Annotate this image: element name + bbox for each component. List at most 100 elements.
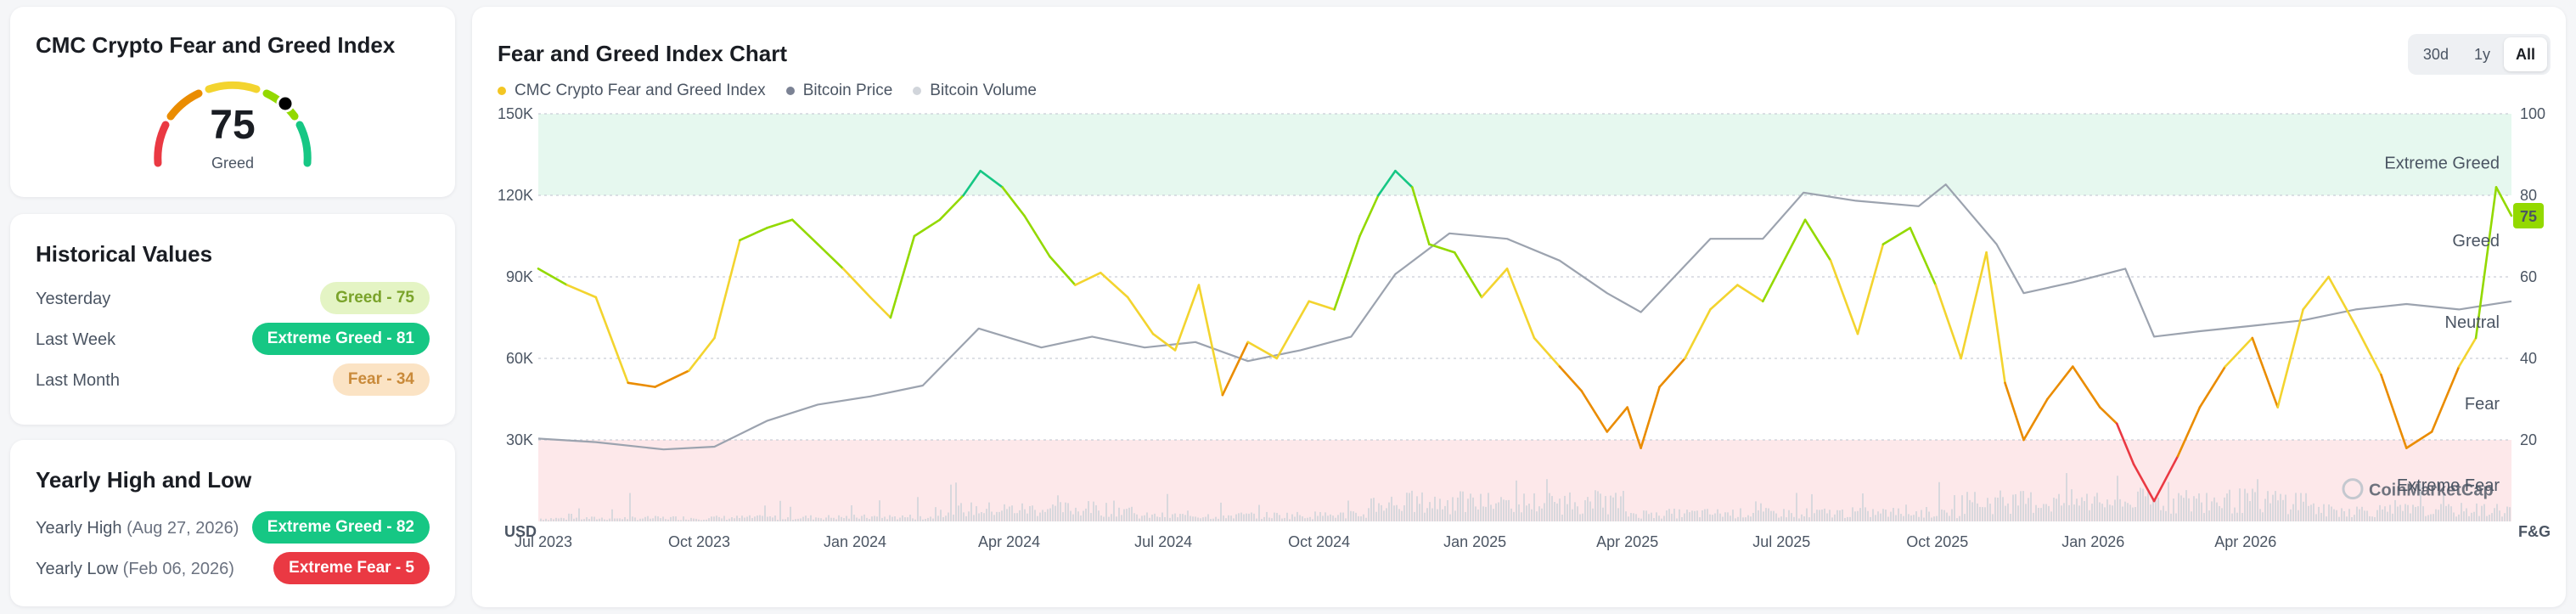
volume-bar: [614, 518, 616, 521]
volume-bar: [1824, 508, 1825, 521]
volume-bar: [2010, 514, 2011, 521]
volume-bar: [2382, 509, 2383, 521]
volume-bar: [1663, 515, 1665, 521]
fear-greed-line-segment: [938, 194, 965, 222]
volume-bar: [2104, 507, 2106, 521]
volume-bar: [578, 508, 580, 521]
volume-bar: [1740, 508, 1741, 521]
fear-greed-line-segment: [1453, 251, 1483, 299]
volume-bar: [1903, 515, 1904, 521]
volume-bar: [1302, 516, 1303, 521]
volume-bar: [1852, 507, 1853, 521]
volume-bar: [2005, 505, 2006, 521]
volume-bar: [2101, 504, 2103, 521]
fear-greed-line-segment: [1533, 336, 1561, 368]
volume-bar: [1887, 516, 1889, 521]
volume-bar: [1732, 510, 1734, 521]
volume-bar: [1004, 504, 1005, 521]
coinmarketcap-logo-icon: [2342, 478, 2364, 500]
volume-bar: [983, 513, 985, 521]
volume-bar: [1373, 498, 1375, 521]
x-axis-tick-label: Jan 2024: [824, 533, 886, 550]
volume-bar: [1691, 510, 1693, 521]
fear-greed-line-segment: [2004, 381, 2025, 442]
legend-item-fear-greed[interactable]: CMC Crypto Fear and Greed Index: [498, 82, 766, 100]
volume-bar: [1495, 503, 1497, 521]
volume-bar: [970, 502, 972, 521]
volume-bar: [1533, 493, 1535, 521]
volume-bar: [1442, 509, 1443, 521]
volume-bar: [968, 511, 970, 521]
volume-bar: [2354, 515, 2355, 521]
volume-bar: [1062, 512, 1064, 521]
fear-greed-line-segment: [2457, 336, 2478, 368]
volume-bar: [1370, 498, 1372, 521]
volume-bar: [2433, 514, 2434, 521]
volume-bar: [1885, 510, 1887, 521]
range-button-30d[interactable]: 30d: [2422, 46, 2449, 63]
volume-bar: [1187, 510, 1189, 521]
volume-bar: [1745, 517, 1746, 521]
fear-greed-line-segment: [1308, 300, 1336, 311]
legend-item-bitcoin-volume[interactable]: Bitcoin Volume: [913, 82, 1037, 100]
volume-bar: [1516, 480, 1517, 521]
volume-bar: [1617, 508, 1619, 521]
volume-bar: [2326, 516, 2327, 521]
x-axis-tick-label: Oct 2023: [668, 533, 730, 550]
volume-bar: [721, 518, 723, 521]
fear-greed-line-segment: [1909, 227, 1938, 286]
fear-greed-line-segment: [1197, 284, 1224, 397]
volume-bar: [1340, 512, 1341, 521]
volume-bar: [2219, 505, 2220, 521]
volume-bar: [2165, 510, 2167, 521]
volume-bar: [1694, 510, 1696, 521]
volume-bar: [2501, 516, 2503, 521]
volume-bar: [1679, 509, 1680, 521]
volume-bar: [1969, 499, 1971, 521]
fear-greed-line-segment: [2276, 308, 2304, 408]
legend-item-bitcoin-price[interactable]: Bitcoin Price: [785, 82, 892, 100]
volume-bar: [545, 518, 547, 521]
yearly-high-low-title: Yearly High and Low: [36, 467, 252, 493]
volume-bar: [1597, 491, 1599, 521]
volume-bar: [1612, 497, 1614, 521]
volume-bar: [1979, 506, 1981, 521]
fear-greed-line-segment: [1049, 255, 1077, 286]
volume-bar: [1742, 517, 1744, 521]
legend-dot-icon: [785, 87, 795, 95]
fear-greed-line-segment: [1411, 186, 1431, 245]
volume-bar: [655, 515, 656, 521]
volume-bar: [1332, 515, 1334, 521]
volume-bar: [2455, 516, 2457, 521]
volume-bar: [2252, 488, 2253, 521]
volume-bar: [1513, 511, 1515, 521]
volume-bar: [1032, 505, 1033, 521]
volume-bar: [1801, 514, 1803, 521]
volume-bar: [2430, 514, 2432, 521]
volume-bar: [698, 519, 700, 521]
volume-bar: [2043, 504, 2044, 521]
volume-bar: [904, 517, 906, 521]
volume-bar: [1358, 515, 1359, 521]
volume-bar: [2076, 499, 2078, 521]
volume-bar: [751, 517, 753, 521]
volume-bar: [2374, 516, 2376, 521]
volume-bar: [1330, 514, 1331, 521]
volume-bar: [945, 515, 947, 521]
volume-bar: [1093, 501, 1094, 521]
y-axis-tick-label: 60K: [506, 350, 533, 367]
volume-bar: [1584, 500, 1586, 521]
volume-bar: [2050, 511, 2052, 521]
volume-bar: [1462, 491, 1464, 521]
volume-bar: [884, 516, 886, 521]
volume-bar: [2356, 506, 2358, 521]
volume-bar: [1337, 515, 1339, 521]
volume-bar: [685, 519, 687, 521]
range-button-all[interactable]: All: [2503, 37, 2547, 71]
volume-bar: [2180, 495, 2182, 521]
range-button-1y[interactable]: 1y: [2473, 46, 2490, 63]
volume-bar: [2183, 498, 2185, 521]
volume-bar: [1712, 515, 1713, 521]
volume-bar: [920, 515, 921, 521]
volume-bar: [1322, 515, 1324, 521]
